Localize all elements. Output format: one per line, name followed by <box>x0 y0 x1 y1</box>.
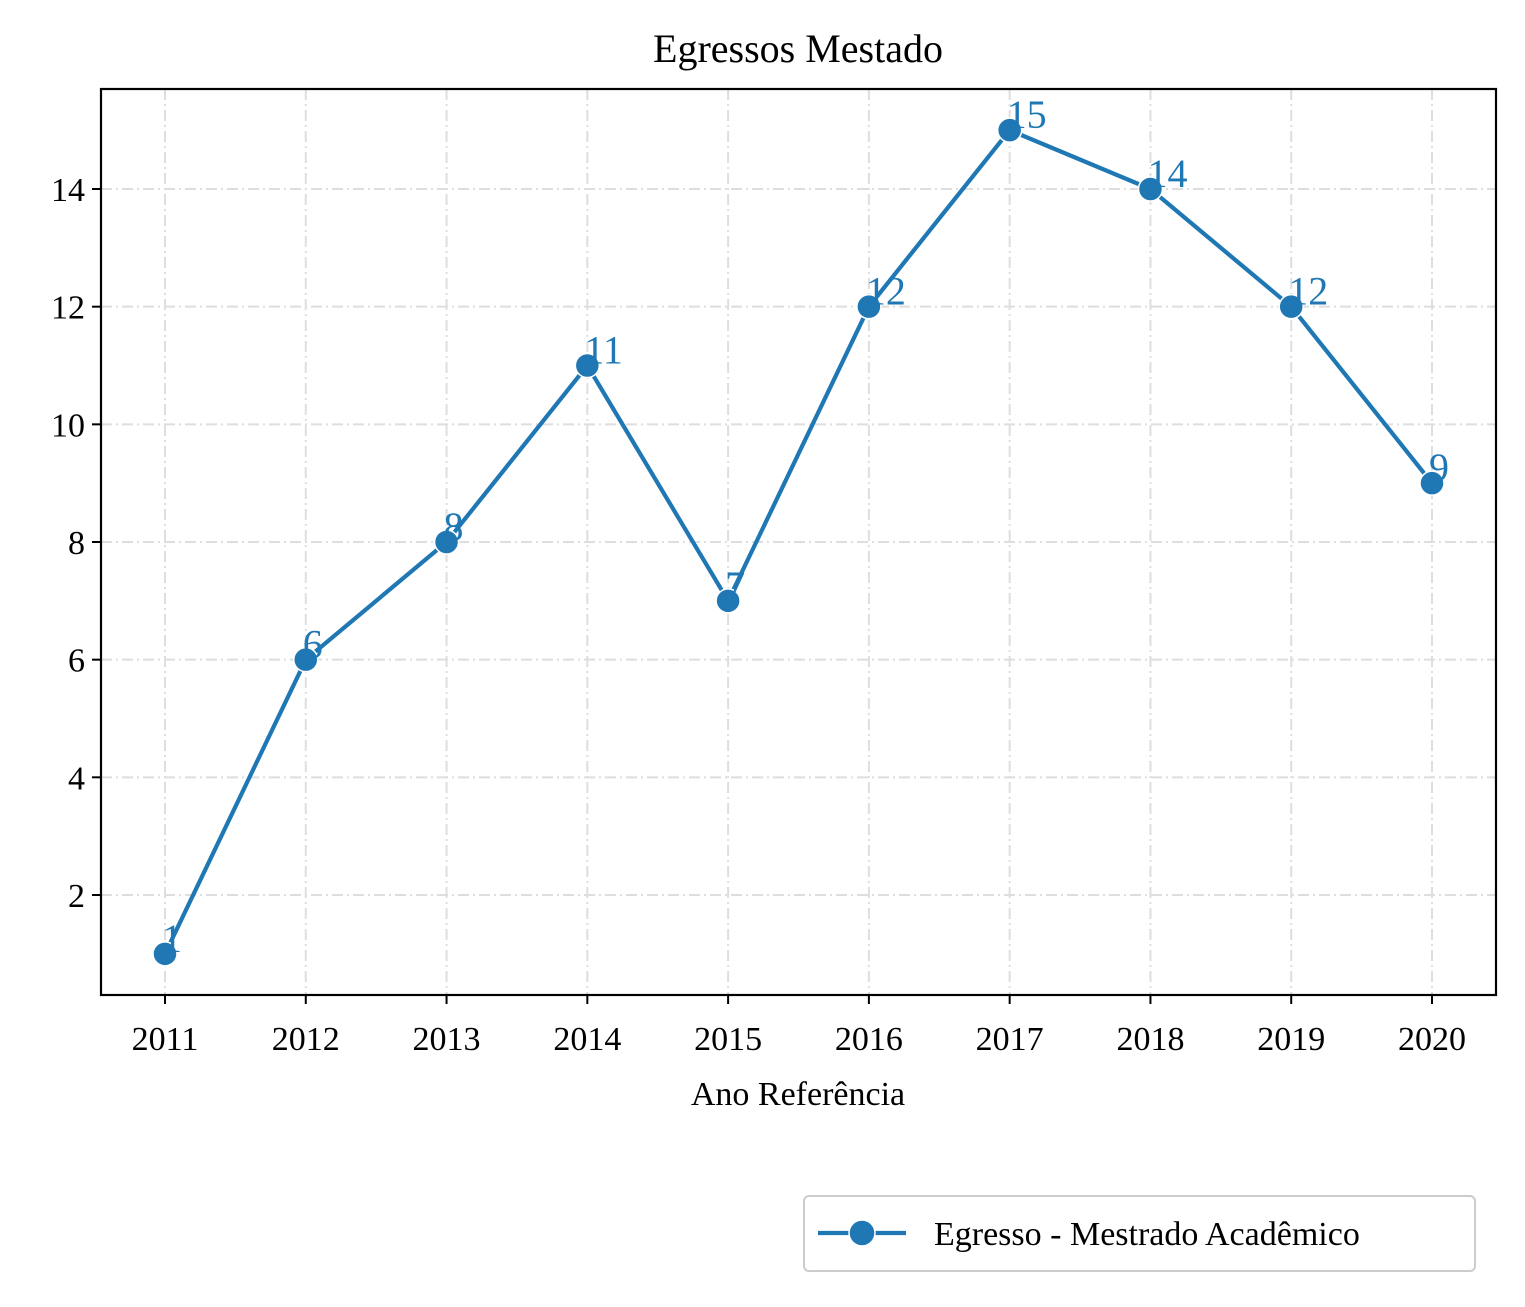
y-tick-label: 2 <box>68 878 85 915</box>
y-tick-label: 4 <box>68 760 85 797</box>
x-tick-label: 2012 <box>272 1021 340 1058</box>
x-tick-label: 2020 <box>1398 1021 1466 1058</box>
data-point-label: 11 <box>584 328 623 373</box>
y-tick-label: 6 <box>68 643 85 680</box>
data-point-label: 12 <box>866 269 906 314</box>
y-axis-ticks: 2 4 6 8 10 12 14 <box>51 172 101 915</box>
x-tick-label: 2013 <box>413 1021 481 1058</box>
legend-marker-swatch <box>848 1219 876 1247</box>
series-line <box>162 128 1435 956</box>
x-tick-label: 2017 <box>976 1021 1044 1058</box>
data-point-marker <box>715 588 741 614</box>
data-point-marker <box>1419 470 1445 496</box>
data-point-marker <box>293 646 319 673</box>
x-axis-label: Ano Referência <box>691 1076 905 1113</box>
data-labels: 1 6 8 11 7 12 15 14 12 9 <box>162 92 1449 961</box>
data-point-label: 8 <box>444 504 464 549</box>
data-point-label: 14 <box>1147 151 1187 196</box>
data-point-label: 6 <box>303 622 323 667</box>
data-point-marker <box>1137 176 1164 202</box>
x-tick-label: 2015 <box>694 1021 762 1058</box>
legend-frame <box>803 1195 1476 1272</box>
y-tick-label: 10 <box>51 407 85 444</box>
data-point-marker <box>856 293 882 320</box>
x-tick-label: 2011 <box>132 1021 199 1058</box>
x-tick-label: 2018 <box>1116 1021 1184 1058</box>
y-tick-label: 12 <box>51 290 85 327</box>
y-tick-label: 8 <box>68 525 85 562</box>
data-point-marker <box>152 941 178 967</box>
data-point-label: 12 <box>1288 269 1328 314</box>
x-tick-label: 2019 <box>1257 1021 1325 1058</box>
legend: Egresso - Mestrado Acadêmico <box>803 1195 1476 1272</box>
data-point-marker <box>1278 293 1304 320</box>
x-tick-label: 2016 <box>835 1021 903 1058</box>
y-tick-label: 14 <box>51 172 85 209</box>
data-point-label: 15 <box>1007 92 1047 137</box>
data-point-marker <box>433 529 460 555</box>
data-point-label: 7 <box>725 563 745 608</box>
data-point-label: 9 <box>1429 445 1449 490</box>
data-point-marker <box>574 352 601 379</box>
chart-title: Egressos Mestado <box>653 26 943 71</box>
legend-entry-label: Egresso - Mestrado Acadêmico <box>934 1216 1360 1253</box>
data-point-marker <box>996 117 1023 143</box>
x-axis-ticks: 2011 2012 2013 2014 2015 2016 2017 2018 2019 2020 <box>132 995 1466 1058</box>
data-series <box>152 117 1445 967</box>
data-point-label: 1 <box>162 916 182 961</box>
x-tick-label: 2014 <box>553 1021 621 1058</box>
grid-lines <box>101 89 1496 995</box>
